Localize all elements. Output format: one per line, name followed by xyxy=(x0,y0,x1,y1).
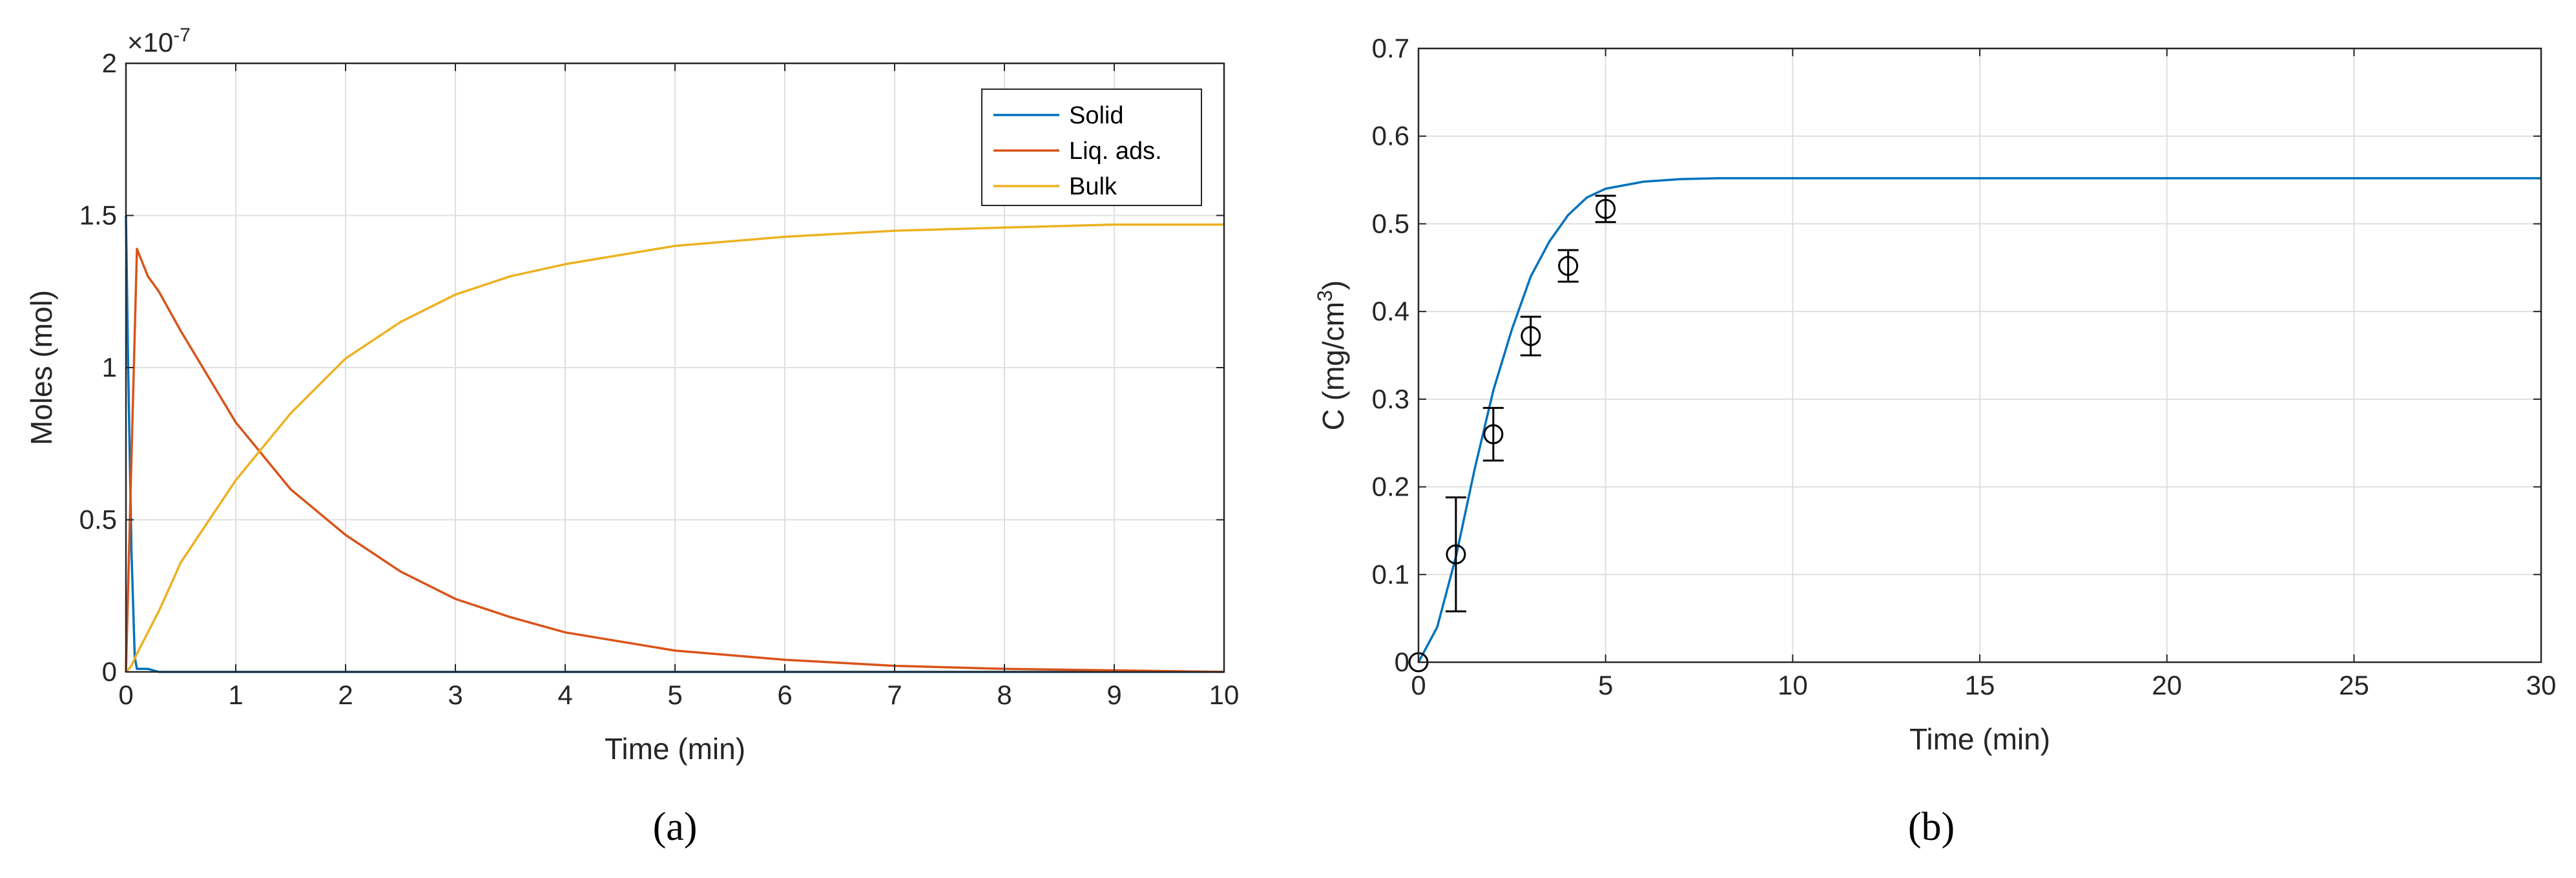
panel-label-b: (b) xyxy=(1908,805,1955,849)
x-tick-label: 1 xyxy=(228,680,243,710)
y-tick-label: 1.5 xyxy=(79,200,117,231)
data-point-marker xyxy=(1483,424,1504,444)
y-tick-label: 0.7 xyxy=(1372,33,1409,63)
data-point-marker xyxy=(1521,326,1541,346)
x-tick-label: 10 xyxy=(1778,670,1808,700)
legend-label: Liq. ads. xyxy=(1069,138,1162,165)
x-tick-label: 3 xyxy=(448,680,462,710)
y-axis-label-b: C (mg/cm3) xyxy=(1313,280,1350,430)
data-point-marker xyxy=(1558,256,1579,277)
legend-label: Solid xyxy=(1069,102,1124,129)
x-tick-label: 15 xyxy=(1965,670,1995,700)
legend-label: Bulk xyxy=(1069,173,1117,200)
y-tick-label: 0.4 xyxy=(1372,296,1409,326)
x-axis-label-a: Time (min) xyxy=(605,732,745,766)
y-tick-label: 0.1 xyxy=(1372,559,1409,589)
x-tick-label: 25 xyxy=(2339,670,2369,700)
y-tick-label: 0 xyxy=(1395,647,1409,677)
y-tick-label: 2 xyxy=(102,48,117,78)
y-tick-label: 0.5 xyxy=(1372,208,1409,238)
x-tick-label: 0 xyxy=(118,680,133,710)
ticks-b: 0 5 10 15 20 25 30 0 0.1 0.2 0.3 0.4 0.5 0.6 0.7 xyxy=(1372,33,2557,700)
series-line-bulk xyxy=(125,223,1224,673)
grid-b xyxy=(1418,48,2542,663)
chart-panel-a: 0 1 2 3 4 5 6 7 8 9 10 0 0.5 1 1.5 2 ×10-7 Time (min) M… xyxy=(25,25,1239,849)
data-point-marker xyxy=(1446,544,1466,565)
x-tick-label: 8 xyxy=(997,680,1012,710)
y-tick-label: 0 xyxy=(102,656,117,687)
y-tick-label: 0.2 xyxy=(1372,472,1409,502)
ticks-a: 0 1 2 3 4 5 6 7 8 9 10 0 0.5 1 1.5 2 xyxy=(79,48,1240,710)
y-tick-label: 0.5 xyxy=(79,505,117,535)
legend-a: Solid Liq. ads. Bulk xyxy=(981,89,1202,206)
y-exponent-a: ×10-7 xyxy=(127,25,191,57)
x-axis-label-b: Time (min) xyxy=(1909,722,2050,756)
series-line-model xyxy=(1417,177,2541,663)
x-tick-label: 20 xyxy=(2152,670,2182,700)
y-tick-label: 0.3 xyxy=(1372,384,1409,414)
x-tick-label: 9 xyxy=(1106,680,1121,710)
x-tick-label: 6 xyxy=(777,680,792,710)
y-tick-label: 0.6 xyxy=(1372,121,1409,151)
x-tick-label: 2 xyxy=(338,680,353,710)
x-tick-label: 10 xyxy=(1209,680,1240,710)
x-tick-label: 0 xyxy=(1411,670,1426,700)
x-tick-label: 4 xyxy=(557,680,572,710)
y-axis-label-a: Moles (mol) xyxy=(25,290,58,445)
data-point-marker xyxy=(1595,198,1616,219)
panel-label-a: (a) xyxy=(653,805,698,849)
x-tick-label: 7 xyxy=(887,680,902,710)
x-tick-label: 5 xyxy=(1598,670,1613,700)
series-group-b xyxy=(1408,177,2541,673)
y-tick-label: 1 xyxy=(102,352,117,382)
x-tick-label: 5 xyxy=(667,680,682,710)
chart-panel-b: 0 5 10 15 20 25 30 0 0.1 0.2 0.3 0.4 0.5 0.6 0.7 Time … xyxy=(1313,33,2556,849)
x-tick-label: 30 xyxy=(2526,670,2557,700)
